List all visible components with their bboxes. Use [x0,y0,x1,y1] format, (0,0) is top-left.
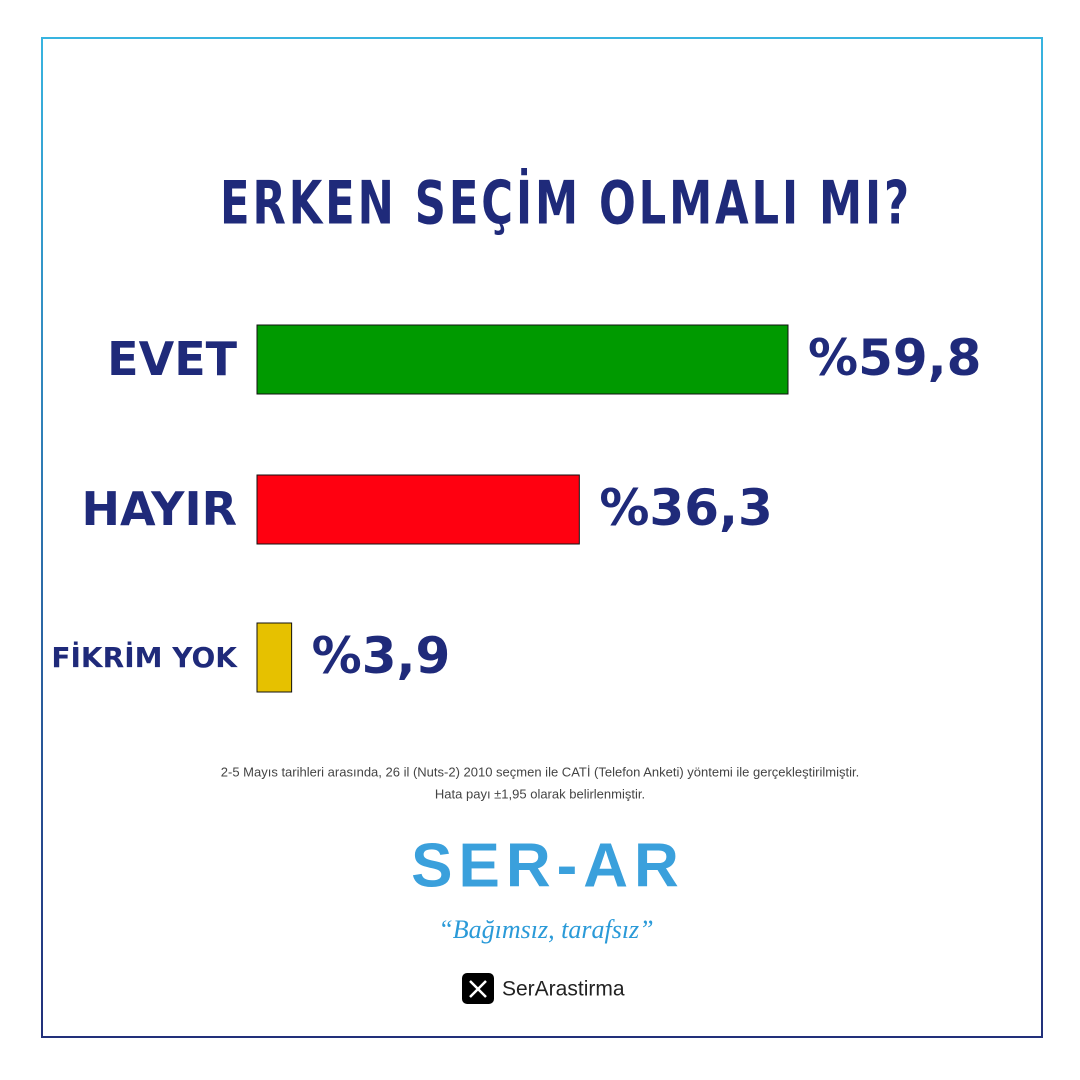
tagline: “Bağımsız, tarafsız” [438,915,653,944]
category-label: FİKRİM YOK [51,640,237,674]
handle: SerArastirma [502,978,625,1001]
bar [256,622,293,693]
value-label: %59,8 [808,329,981,387]
frame [41,37,1043,1038]
brand-logo: SER-AR [411,831,685,900]
category-label: EVET [107,332,237,387]
value-label: %36,3 [599,479,772,537]
category-label-box: EVET [107,332,237,387]
category-label-box: HAYIR [81,482,237,537]
category-label: HAYIR [81,482,237,537]
bar [256,474,580,545]
chart-title: ERKEN SEÇİM OLMALI MI? [220,167,912,239]
bar [256,324,789,395]
footnote: 2-5 Mayıs tarihleri arasında, 26 il (Nut… [221,764,859,779]
x-icon [462,973,494,1004]
footnote: Hata payı ±1,95 olarak belirlenmiştir. [435,786,645,801]
value-label: %3,9 [312,627,451,685]
category-label-box: FİKRİM YOK [51,640,237,674]
